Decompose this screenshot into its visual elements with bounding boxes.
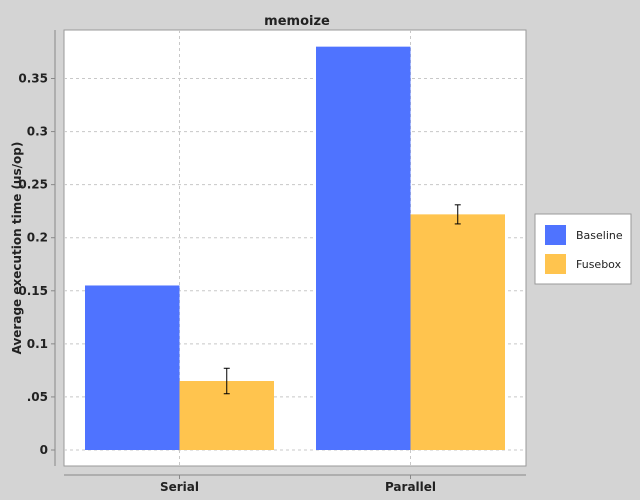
legend-swatch-fusebox	[545, 254, 566, 274]
x-ticks: Serial Parallel	[160, 475, 436, 494]
bar-baseline-parallel	[316, 46, 411, 451]
y-tick-label: .05	[27, 390, 48, 404]
x-tick-label: Serial	[160, 480, 199, 494]
legend-label-baseline: Baseline	[576, 229, 623, 242]
error-bars	[223, 204, 461, 395]
y-tick-label: 0.2	[27, 231, 48, 245]
legend-label-fusebox: Fusebox	[576, 258, 622, 271]
y-tick-label: 0.35	[18, 72, 48, 86]
bar-fusebox-parallel	[410, 214, 505, 450]
legend: Baseline Fusebox	[534, 213, 632, 285]
legend-swatch-baseline	[545, 225, 566, 245]
bar-baseline-serial	[85, 285, 180, 450]
y-tick-label: 0.25	[18, 178, 48, 192]
bars	[85, 46, 505, 451]
y-ticks: 0 .05 0.1 0.15 0.2 0.25 0.3 0.35	[18, 72, 55, 457]
y-tick-label: 0.3	[27, 125, 48, 139]
y-tick-label: 0	[40, 443, 48, 457]
y-tick-label: 0.1	[27, 337, 48, 351]
chart-title: memoize	[264, 14, 330, 29]
y-tick-label: 0.15	[18, 284, 48, 298]
y-axis-label: Average execution time (us/op)	[10, 142, 24, 355]
x-tick-label: Parallel	[385, 480, 436, 494]
